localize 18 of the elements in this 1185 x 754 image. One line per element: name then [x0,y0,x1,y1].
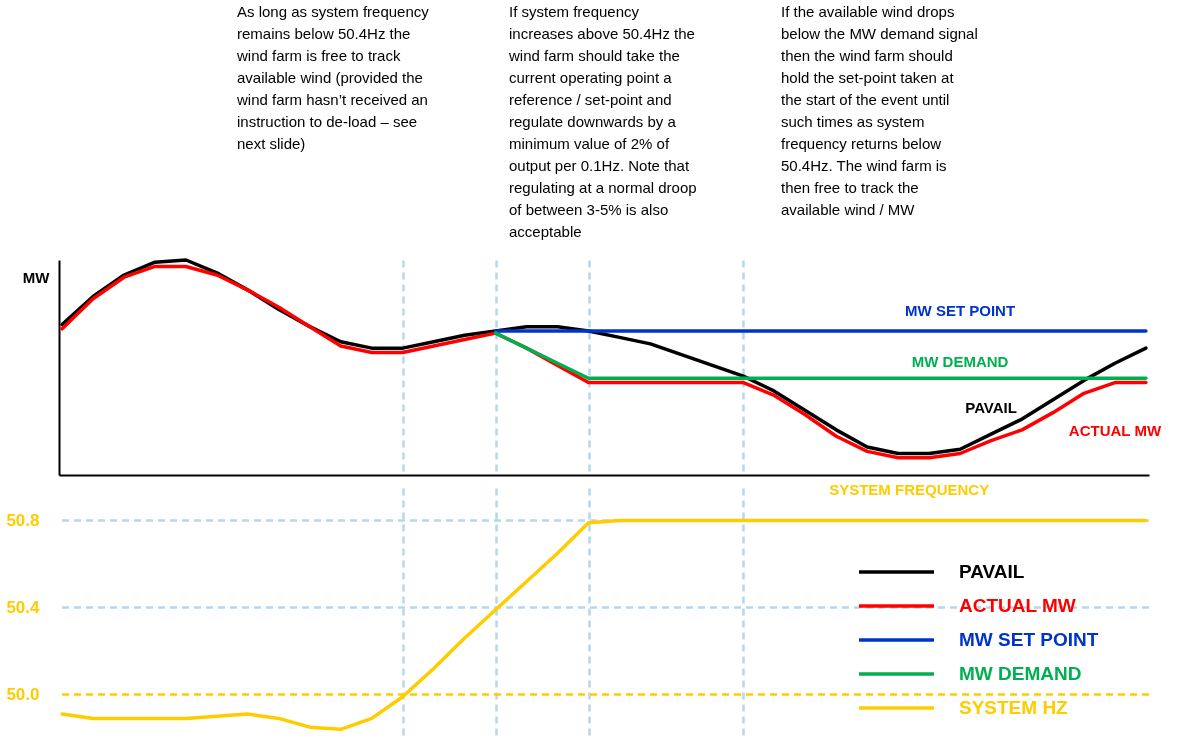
text: As long as system frequency remains below 50.4Hz the wind farm is free to track available wind (provided the wind farm hasn’t received an instruction to de-load – see next slide) [236,3,430,152]
text: ACTUAL MW [1068,421,1162,439]
y-tick-label: 50.8 [6,511,40,531]
y-tick-label: 50.0 [6,685,40,705]
line-series [60,518,1148,732]
annotation: SYSTEM FREQUENCY [829,481,990,498]
legend-label: SYSTEM HZ [959,697,1069,718]
legend-label: MW SET POINT [959,629,1099,650]
y-tick-label: 50.4 [6,598,41,618]
legend-label: MW DEMAND [959,663,1082,684]
legend-label: ACTUAL MW [959,595,1076,616]
text: MW SET POINT [905,301,1016,319]
text: If system frequency increases above 50.4Hz the wind farm should take the current operating point a reference / set-point and regulate downwards by a minimum value of 2% of output per 0.1Hz. Note that regulating at a normal droop of between 3-5% is also acceptable [509,3,697,240]
text: PAVAIL [965,399,1017,417]
text: MW DEMAND [911,353,1009,371]
legend-label: PAVAIL [959,561,1025,582]
y-axis-title: MW [22,268,51,286]
text: If the available wind drops below the MW demand signal then the wind farm should hold the set-point taken at the start of the event until such times as system frequency returns below 50.4Hz. The wind farm is then free to track the available wind / MW [781,3,978,218]
